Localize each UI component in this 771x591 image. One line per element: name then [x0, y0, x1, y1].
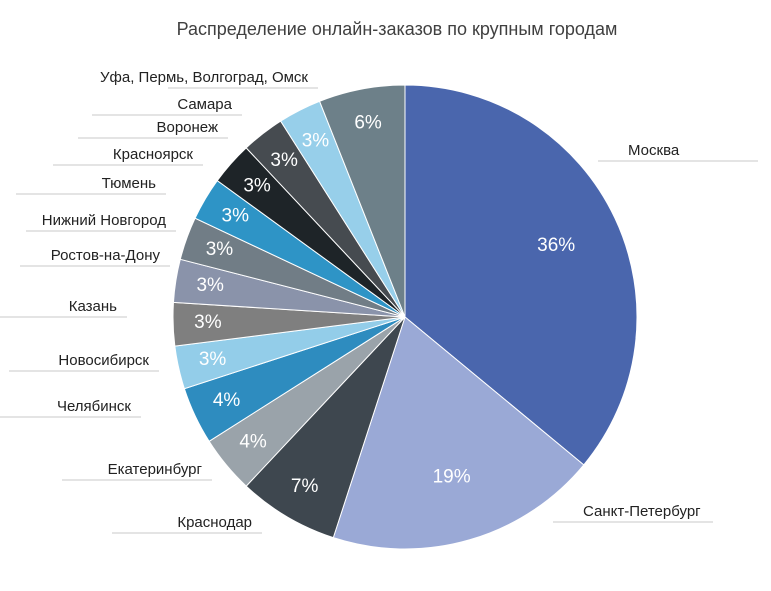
pie-slice: [332, 316, 585, 550]
category-label: Нижний Новгород: [42, 212, 166, 229]
data-label: 3%: [302, 130, 330, 151]
category-label: Краснодар: [177, 514, 252, 531]
data-label: 19%: [433, 466, 471, 487]
category-label: Красноярск: [113, 146, 194, 163]
category-label: Воронеж: [156, 119, 218, 136]
category-label: Тюмень: [102, 175, 157, 192]
data-label: 4%: [239, 432, 267, 453]
data-label: 6%: [354, 112, 382, 133]
data-label: 3%: [206, 239, 234, 260]
pie-slice: [318, 84, 406, 318]
category-label: Челябинск: [57, 398, 131, 415]
category-label: Самара: [177, 96, 232, 113]
data-label: 3%: [196, 275, 224, 296]
data-label: 3%: [222, 206, 250, 227]
category-label: Уфа, Пермь, Волгоград, Омск: [100, 69, 308, 86]
data-label: 36%: [537, 235, 575, 256]
category-label: Ростов-на-Дону: [51, 247, 161, 264]
category-label: Санкт-Петербург: [583, 503, 701, 520]
category-label: Казань: [69, 298, 117, 315]
pie-slice: [245, 316, 406, 539]
data-label: 3%: [194, 312, 222, 333]
category-label: Москва: [628, 142, 680, 159]
category-label: Новосибирск: [58, 352, 149, 369]
data-label: 3%: [243, 176, 271, 197]
data-label: 3%: [270, 150, 298, 171]
chart-title: Распределение онлайн-заказов по крупным …: [177, 19, 618, 39]
data-label: 4%: [213, 390, 241, 411]
data-label: 7%: [291, 476, 319, 497]
data-label: 3%: [199, 349, 227, 370]
category-label: Екатеринбург: [108, 461, 203, 478]
pie-slice: [404, 84, 638, 466]
